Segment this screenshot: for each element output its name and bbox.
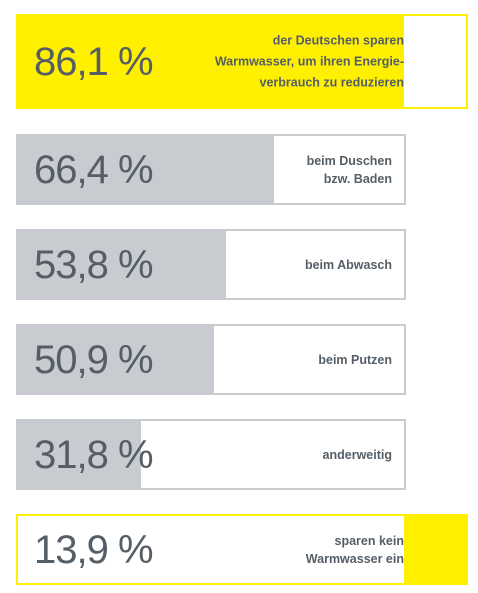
bar-0-fill: [18, 16, 404, 107]
bar-0-value-label: 86,1 %: [34, 39, 154, 84]
bar-2: 53,8 % beim Abwasch: [16, 229, 406, 300]
bar-1-value-label: 66,4 %: [34, 147, 154, 192]
bar-1-category-label: beim Duschen bzw. Baden: [306, 153, 392, 186]
bar-1-fill: [18, 136, 275, 203]
bar-5-value-label: 13,9 %: [34, 527, 154, 572]
bar-4-value-label: 31,8 %: [34, 432, 154, 477]
bar-3: 50,9 % beim Putzen: [16, 324, 406, 395]
bar-2-value-label: 53,8 %: [34, 242, 154, 287]
bar-2-category-label: beim Abwasch: [304, 257, 392, 272]
bar-0: 86,1 % der Deutschen sparen Warmwasser, …: [16, 14, 468, 109]
bar-5-category-label: sparen kein Warmwasser ein: [305, 533, 404, 566]
bar-3-category-label: beim Putzen: [318, 352, 392, 367]
bar-4: 31,8 % anderweitig: [16, 419, 406, 490]
bar-3-fill: [18, 326, 215, 393]
bar-2-fill: [18, 231, 226, 298]
bar-4-category-label: anderweitig: [322, 447, 392, 462]
bar-1: 66,4 % beim Duschen bzw. Baden: [16, 134, 406, 205]
bar-5: 13,9 % sparen kein Warmwasser ein: [16, 514, 468, 585]
bar-4-fill: [18, 421, 141, 488]
bar-5-fill: [403, 516, 466, 583]
bar-0-category-label: der Deutschen sparen Warmwasser, um ihre…: [214, 33, 404, 89]
bar-3-value-label: 50,9 %: [34, 337, 154, 382]
